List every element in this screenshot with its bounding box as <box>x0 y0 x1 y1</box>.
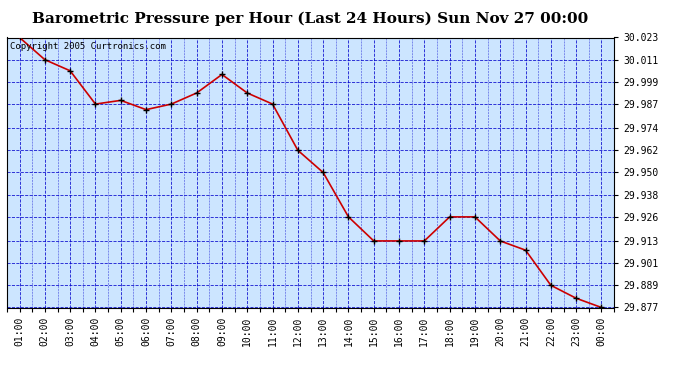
Text: Barometric Pressure per Hour (Last 24 Hours) Sun Nov 27 00:00: Barometric Pressure per Hour (Last 24 Ho… <box>32 11 589 26</box>
Text: Copyright 2005 Curtronics.com: Copyright 2005 Curtronics.com <box>10 42 166 51</box>
